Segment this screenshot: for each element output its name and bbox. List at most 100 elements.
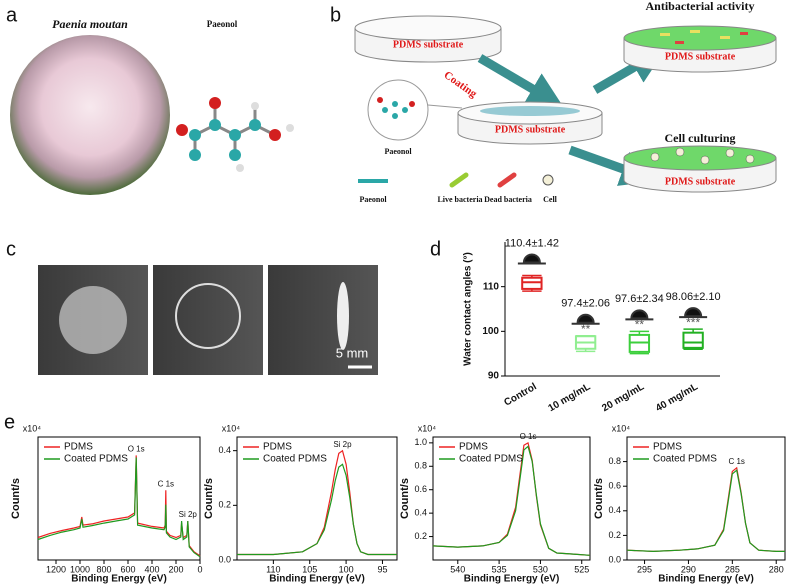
legend-label: Paeonol [359, 195, 387, 204]
legend-label: Live bacteria [437, 195, 482, 204]
panel-letter: d [430, 238, 441, 260]
x-axis-label: Binding Energy (eV) [658, 574, 754, 585]
panel-letter: a [6, 4, 18, 26]
y-tick-label: 0.8 [414, 461, 427, 471]
culturing-title: Cell culturing [665, 131, 736, 145]
y-axis-label: Count/s [593, 478, 605, 519]
x-tick-label: 295 [637, 564, 652, 574]
x-tick-label: 95 [377, 564, 387, 574]
x-tick-label: 290 [681, 564, 696, 574]
y-axis-label: Count/s [399, 478, 411, 519]
zoom-label: Paeonol [384, 147, 412, 156]
droplet-icon [625, 309, 654, 321]
x-tick-label: 285 [725, 564, 740, 574]
x-tick-label: 540 [450, 564, 465, 574]
molecule-model [176, 97, 294, 172]
box [682, 331, 704, 349]
spectrum-line [37, 457, 201, 558]
x-tick-label: 10 mg/mL [547, 381, 593, 414]
droplet-icon [679, 307, 708, 319]
x-tick-label: 1000 [70, 564, 90, 574]
legend-label: Cell [543, 195, 558, 204]
plot-frame [432, 436, 591, 561]
substrate-label: PDMS substrate [665, 51, 736, 62]
y-tick-label: 90 [488, 371, 500, 382]
y-tick-label: 0.2 [414, 531, 427, 541]
y-exponent: x10⁴ [23, 423, 42, 433]
y-tick-label: 0.0 [218, 554, 231, 564]
arrow [477, 54, 564, 108]
legend-label: Dead bacteria [484, 195, 532, 204]
antibacterial-title: Antibacterial activity [646, 0, 755, 13]
plot-frame [626, 436, 786, 561]
mean-label: 97.4±2.06 [561, 298, 610, 310]
y-tick-label: 0.4 [218, 445, 231, 455]
plot-frame [236, 436, 398, 561]
zoom-line [427, 104, 463, 109]
y-exponent: x10⁴ [222, 423, 241, 433]
panel-letter: c [6, 238, 16, 260]
droplet-icon [517, 253, 546, 265]
legend-label: Coated PDMS [263, 454, 327, 465]
coating-label: Coating [442, 69, 480, 100]
droplet-icon [571, 313, 600, 325]
substrate-disc [623, 25, 777, 73]
y-axis-label: Count/s [10, 478, 22, 519]
substrate-label: PDMS substrate [393, 39, 464, 50]
spectrum-line [626, 469, 785, 553]
substrate-disc [623, 145, 777, 193]
significance: ** [581, 322, 591, 336]
y-tick-label: 0.4 [414, 508, 427, 518]
y-tick-label: 0.6 [608, 481, 621, 491]
spectrum-line [237, 463, 397, 556]
y-tick-label: 1.0 [414, 437, 427, 447]
x-tick-label: 20 mg/mL [600, 381, 646, 414]
legend-label: PDMS [459, 442, 488, 453]
x-tick-label: 40 mg/mL [654, 381, 700, 414]
y-exponent: x10⁴ [418, 423, 437, 433]
substrate-label: PDMS substrate [665, 176, 736, 187]
x-axis-label: Binding Energy (eV) [464, 574, 560, 585]
y-tick-label: 110 [483, 281, 500, 292]
x-tick-label: 280 [769, 564, 784, 574]
y-tick-label: 0.0 [608, 554, 621, 564]
legend-label: Coated PDMS [459, 454, 523, 465]
x-tick-label: 600 [120, 564, 135, 574]
molecule-name: Paeonol [207, 19, 238, 29]
y-tick-label: 0.2 [218, 500, 231, 510]
x-axis-label: Binding Energy (eV) [269, 574, 365, 585]
y-axis-label: Count/s [203, 478, 215, 519]
legend-label: PDMS [64, 442, 93, 453]
y-exponent: x10⁴ [612, 423, 631, 433]
substrate-disc [354, 15, 502, 63]
mean-label: 97.6±2.34 [615, 293, 664, 305]
x-tick-label: 110 [266, 564, 280, 574]
y-tick-label: 0.6 [414, 484, 427, 494]
panel-letter: e [4, 411, 15, 433]
species-name: Paenia moutan [52, 17, 128, 31]
y-tick-label: 0.8 [608, 456, 621, 466]
y-tick-label: 100 [482, 326, 499, 337]
peak-label: O 1s [520, 432, 537, 441]
spectrum-line [237, 449, 397, 556]
x-tick-label: 0 [197, 564, 202, 574]
zoom-circle [367, 79, 429, 141]
peak-label: C 1s [158, 479, 174, 488]
sample-photos [38, 265, 378, 375]
peak-label: Si 2p [333, 440, 352, 449]
legend-label: PDMS [653, 442, 682, 453]
x-tick-label: 100 [339, 564, 354, 574]
x-tick-label: Control [502, 381, 538, 408]
x-tick-label: 400 [144, 564, 159, 574]
scale-bar-label: 5 mm [336, 345, 369, 360]
peak-label: Si 2p [179, 510, 198, 519]
mean-label: 98.06±2.10 [666, 291, 721, 303]
spectrum-line [37, 455, 201, 557]
y-tick-label: 0.4 [608, 505, 621, 515]
x-tick-label: 200 [168, 564, 183, 574]
x-tick-label: 800 [96, 564, 111, 574]
legend-label: PDMS [263, 442, 292, 453]
box [521, 276, 543, 290]
peak-label: C 1s [728, 457, 744, 466]
x-axis-label: Binding Energy (eV) [71, 574, 167, 585]
